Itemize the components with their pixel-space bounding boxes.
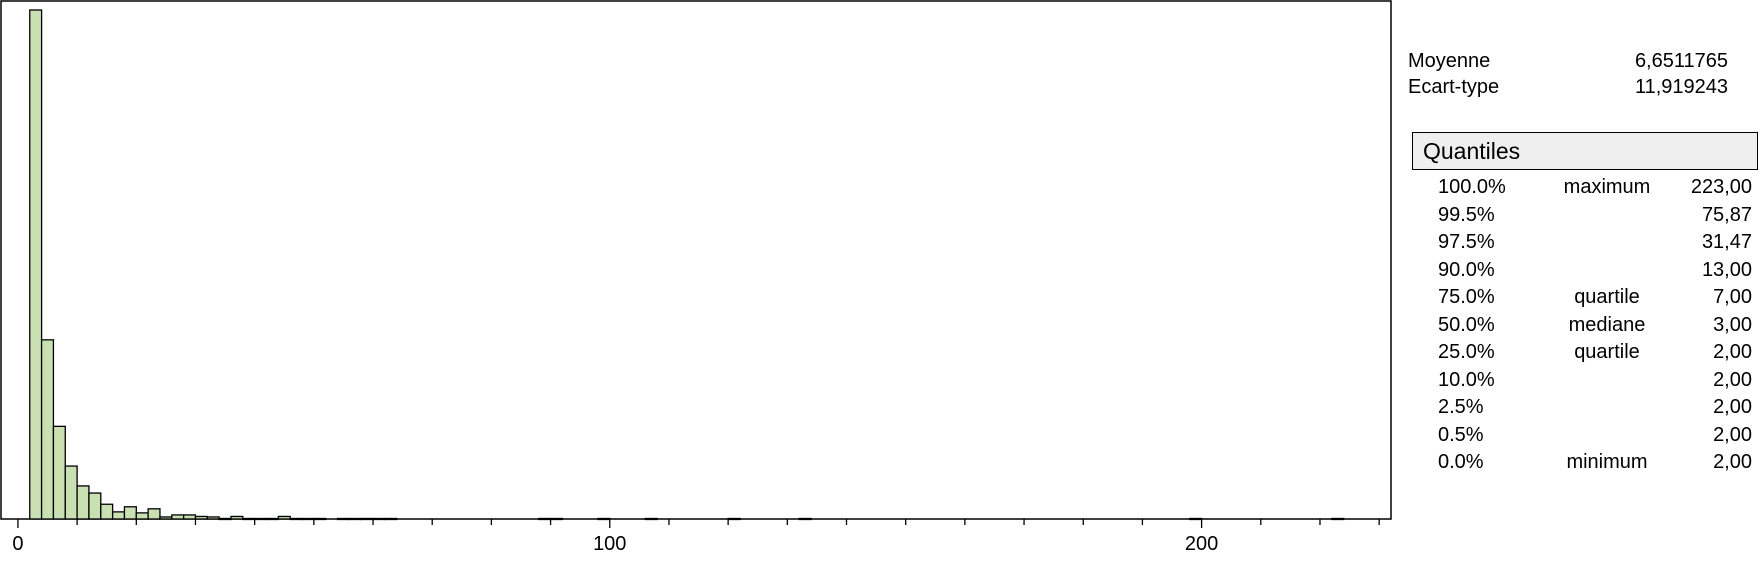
quantile-percent: 0.0% <box>1438 449 1484 477</box>
quantile-row: 75.0% quartile 7,00 <box>1412 284 1758 312</box>
mean-label: Moyenne <box>1408 48 1490 74</box>
quantile-percent: 25.0% <box>1438 339 1495 367</box>
quantile-percent: 0.5% <box>1438 422 1484 450</box>
quantiles-table: 100.0% maximum 223,00 99.5% 75,87 97.5% 31,47 9… <box>1412 174 1758 477</box>
quantile-percent: 75.0% <box>1438 284 1495 312</box>
histogram-bar <box>290 518 302 519</box>
histogram-bar <box>148 509 160 519</box>
plot-frame <box>1 1 1391 519</box>
mean-row: Moyenne 6,6511765 <box>1408 48 1728 74</box>
histogram-chart: 0 100 200 <box>0 0 1400 562</box>
histogram-bar <box>89 493 101 519</box>
histogram-bar <box>101 504 113 519</box>
quantile-percent: 100.0% <box>1438 174 1506 202</box>
quantile-value: 2,00 <box>1713 449 1752 477</box>
quantile-percent: 90.0% <box>1438 257 1495 285</box>
quantile-value: 31,47 <box>1702 229 1752 257</box>
histogram-bar <box>255 518 267 519</box>
histogram-bar <box>338 518 350 519</box>
quantile-value: 223,00 <box>1691 174 1752 202</box>
quantile-row: 99.5% 75,87 <box>1412 202 1758 230</box>
histogram-bar <box>1332 518 1344 519</box>
quantile-name: mediane <box>1522 312 1692 340</box>
histogram-bar <box>113 512 125 519</box>
quantile-value: 2,00 <box>1713 394 1752 422</box>
std-dev-row: Ecart-type 11,919243 <box>1408 74 1728 100</box>
histogram-panel: 0 100 200 <box>0 0 1400 562</box>
quantile-name: quartile <box>1522 284 1692 312</box>
quantile-row: 100.0% maximum 223,00 <box>1412 174 1758 202</box>
histogram-bar <box>172 515 184 519</box>
quantile-percent: 99.5% <box>1438 202 1495 230</box>
histogram-bar <box>266 518 278 519</box>
histogram-bar <box>598 518 610 519</box>
x-tick-label: 100 <box>593 533 626 555</box>
quantile-percent: 97.5% <box>1438 229 1495 257</box>
quantile-name: minimum <box>1522 449 1692 477</box>
quantile-percent: 10.0% <box>1438 367 1495 395</box>
histogram-bar <box>53 426 65 519</box>
histogram-bar <box>551 518 563 519</box>
histogram-bar <box>124 507 136 519</box>
histogram-bar <box>136 513 148 519</box>
quantile-row: 25.0% quartile 2,00 <box>1412 339 1758 367</box>
std-dev-value: 11,919243 <box>1635 74 1728 100</box>
quantile-row: 0.0% minimum 2,00 <box>1412 449 1758 477</box>
histogram-bar <box>207 517 219 519</box>
histogram-bar <box>231 516 243 519</box>
histogram-bar <box>160 517 172 519</box>
histogram-bar <box>799 518 811 519</box>
histogram-bar <box>349 518 361 519</box>
summary-statistics: Moyenne 6,6511765 Ecart-type 11,919243 <box>1408 48 1728 100</box>
histogram-bar <box>65 466 77 519</box>
histogram-bar <box>278 516 290 519</box>
quantiles-header[interactable]: Quantiles <box>1412 132 1758 170</box>
quantiles-panel: Quantiles 100.0% maximum 223,00 99.5% 75,87 9… <box>1412 132 1758 477</box>
quantile-value: 7,00 <box>1713 284 1752 312</box>
quantile-name: quartile <box>1522 339 1692 367</box>
histogram-bar <box>385 518 397 519</box>
quantile-row: 90.0% 13,00 <box>1412 257 1758 285</box>
quantile-value: 2,00 <box>1713 339 1752 367</box>
histogram-bar <box>645 518 657 519</box>
quantile-row: 10.0% 2,00 <box>1412 367 1758 395</box>
quantile-value: 3,00 <box>1713 312 1752 340</box>
histogram-bar <box>1190 518 1202 519</box>
histogram-bar <box>243 518 255 519</box>
histogram-bar <box>219 518 231 519</box>
quantile-percent: 50.0% <box>1438 312 1495 340</box>
histogram-bar <box>314 518 326 519</box>
histogram-bar <box>361 518 373 519</box>
quantile-value: 2,00 <box>1713 367 1752 395</box>
quantile-percent: 2.5% <box>1438 394 1484 422</box>
quantile-value: 13,00 <box>1702 257 1752 285</box>
histogram-bar <box>77 486 89 519</box>
quantile-name: maximum <box>1522 174 1692 202</box>
histogram-bar <box>302 518 314 519</box>
quantile-row: 2.5% 2,00 <box>1412 394 1758 422</box>
quantile-value: 2,00 <box>1713 422 1752 450</box>
histogram-bar <box>30 10 42 519</box>
quantile-row: 0.5% 2,00 <box>1412 422 1758 450</box>
histogram-bar <box>539 518 551 519</box>
x-tick-label: 0 <box>12 533 23 555</box>
histogram-bar <box>728 518 740 519</box>
histogram-bar <box>195 516 207 519</box>
histogram-bar <box>42 340 54 519</box>
histogram-bar <box>184 515 196 519</box>
std-dev-label: Ecart-type <box>1408 74 1499 100</box>
mean-value: 6,6511765 <box>1635 48 1728 74</box>
histogram-bar <box>373 518 385 519</box>
quantile-row: 50.0% mediane 3,00 <box>1412 312 1758 340</box>
x-axis: 0 100 200 <box>12 519 1379 555</box>
quantile-row: 97.5% 31,47 <box>1412 229 1758 257</box>
quantile-value: 75,87 <box>1702 202 1752 230</box>
x-tick-label: 200 <box>1185 533 1218 555</box>
